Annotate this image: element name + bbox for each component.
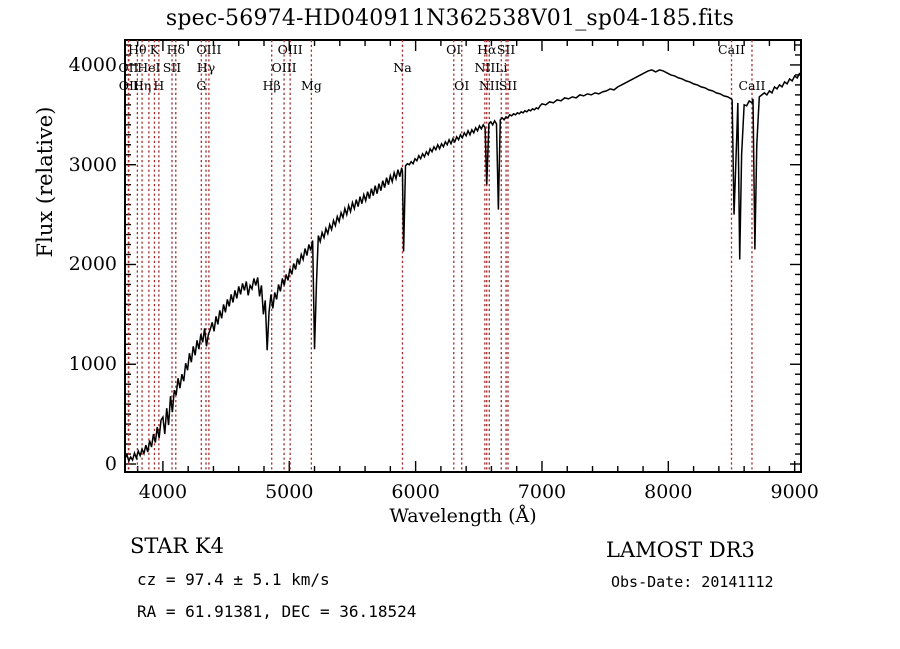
footer-radec: RA = 61.91381, DEC = 36.18524 [137,602,417,621]
line-markers [127,40,753,472]
line-marker-label: Na [393,60,412,75]
x-tick-label: 5000 [265,481,314,503]
line-marker-label: OIII [277,42,303,57]
line-marker-label: Hγ [196,60,216,75]
spectrum-trace [124,69,801,464]
y-tick-label: 2000 [68,253,117,276]
line-marker-label: Hα [477,42,497,57]
y-tick-label: 4000 [68,53,117,76]
line-marker-label: OIII [196,42,222,57]
line-marker-label: Hδ [166,42,185,57]
x-tick-label: 8000 [644,481,693,503]
line-marker-label: Mg [300,78,322,93]
page-title: spec-56974-HD040911N362538V01_sp04-185.f… [165,6,735,31]
x-tick-label: 7000 [517,481,567,503]
x-tick-label: 9000 [770,481,819,503]
axis-ticks [125,40,801,472]
line-marker-label: OII [118,78,139,93]
x-tick-label: 6000 [391,481,440,503]
line-marker-label: OI [454,78,470,93]
line-marker-label: K [149,42,160,57]
line-marker-label: OIII [271,60,297,75]
y-tick-label: 3000 [68,153,117,176]
y-tick-label: 1000 [68,353,117,376]
line-marker-label: OI [446,42,462,57]
x-tick-label: 4000 [138,481,188,503]
line-marker-label: HeI [137,60,161,75]
line-marker-label: Hη [132,78,152,93]
footer-survey: LAMOST DR3 [606,538,755,562]
line-marker-label: Hθ [128,42,147,57]
line-marker-label: NII [474,60,496,75]
line-marker-label: OII [118,60,139,75]
y-tick-label: 0 [104,453,117,476]
line-marker-label: G [196,78,207,93]
line-marker-label: Li [495,60,508,75]
line-marker-label: H [153,78,165,93]
y-axis-label: Flux (relative) [33,106,57,258]
line-marker-label: SII [498,78,518,93]
footer-obs-date: Obs-Date: 20141112 [611,573,774,591]
line-marker-label: Hβ [262,78,281,93]
line-marker-label: SII [162,60,182,75]
line-marker-label: NII [478,78,500,93]
plot-frame [124,39,802,473]
footer-cz: cz = 97.4 ± 5.1 km/s [137,570,330,589]
line-marker-label: CaII [718,42,745,57]
line-marker-label: CaII [738,78,766,93]
footer-star-class: STAR K4 [130,534,224,558]
x-axis-label: Wavelength (Å) [389,505,537,527]
line-marker-label: SII [496,42,516,57]
